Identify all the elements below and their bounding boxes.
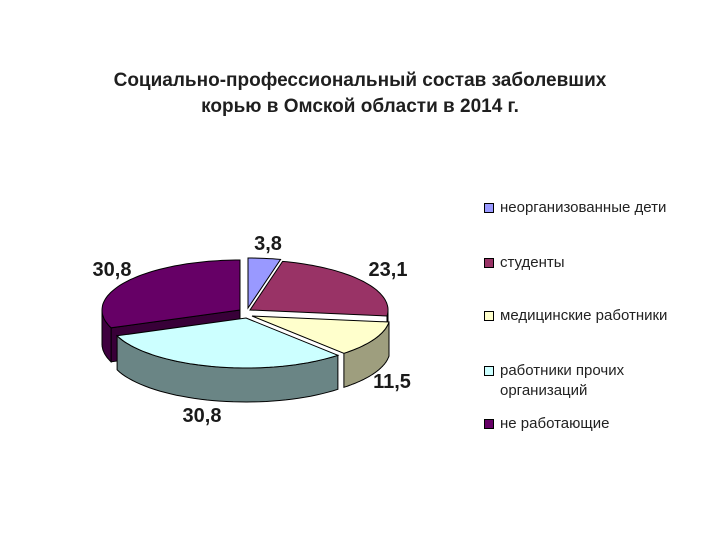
data-label-4: 30,8 — [93, 259, 132, 281]
pie-slice-2 — [251, 315, 390, 354]
legend-swatch-0 — [484, 203, 494, 213]
pie-slice-0 — [247, 257, 282, 310]
legend-label-line: медицинские работники — [500, 307, 668, 324]
legend-label-line: студенты — [500, 254, 565, 271]
legend-swatch-4 — [484, 419, 494, 429]
legend-item-2: медицинские работники — [484, 306, 700, 326]
pie-slice-1 — [249, 260, 389, 317]
data-label-1: 23,1 — [369, 259, 408, 281]
legend-swatch-1 — [484, 258, 494, 268]
chart-title-line-1: Социально-профессиональный состав заболе… — [113, 70, 607, 91]
legend-swatch-2 — [484, 311, 494, 321]
legend-swatch-3 — [484, 366, 494, 376]
legend-item-3: работники прочих организаций — [484, 361, 700, 401]
data-label-0: 3,8 — [254, 233, 282, 255]
legend-item-0: неорганизованные дети — [484, 198, 700, 218]
legend-label-4: не работающие — [500, 414, 700, 434]
legend-label-line: работники прочих — [500, 362, 625, 379]
legend-label-3: работники прочих организаций — [500, 361, 700, 401]
legend-label-line: не работающие — [500, 415, 610, 432]
data-label-3: 30,8 — [183, 405, 222, 427]
data-label-2: 11,5 — [373, 371, 411, 393]
legend-label-2: медицинские работники — [500, 306, 700, 326]
legend-label-1: студенты — [500, 253, 700, 273]
legend-label-line: организаций — [500, 382, 588, 399]
chart-title: Социально-профессиональный состав заболе… — [20, 68, 700, 120]
legend-label-line: неорганизованные дети — [500, 199, 667, 216]
pie-slice-3 — [115, 317, 340, 369]
pie-slice-4 — [101, 259, 241, 329]
legend-label-0: неорганизованные дети — [500, 198, 700, 218]
chart-title-line-2: корью в Омской области в 2014 г. — [201, 96, 519, 117]
legend-item-1: студенты — [484, 253, 700, 273]
legend-item-4: не работающие — [484, 414, 700, 434]
